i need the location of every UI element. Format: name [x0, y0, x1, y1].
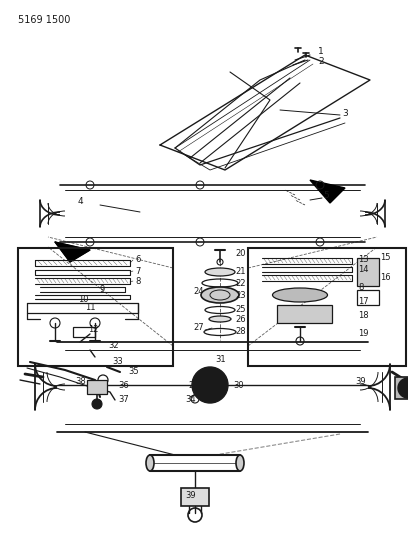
- Bar: [87, 380, 107, 394]
- Text: 11: 11: [85, 303, 95, 312]
- Text: 33: 33: [112, 357, 123, 366]
- Circle shape: [92, 399, 102, 409]
- Text: 23: 23: [235, 290, 246, 300]
- Text: 17: 17: [358, 297, 368, 306]
- Text: 3: 3: [342, 109, 348, 118]
- Text: 8: 8: [135, 277, 140, 286]
- Ellipse shape: [236, 455, 244, 471]
- Text: 32: 32: [108, 341, 119, 350]
- Bar: [357, 290, 379, 305]
- Text: 28: 28: [235, 327, 246, 336]
- Bar: [248, 248, 406, 366]
- Text: 34: 34: [185, 395, 195, 405]
- Text: 6: 6: [135, 255, 140, 264]
- Text: 19: 19: [358, 329, 368, 338]
- Text: 21: 21: [235, 268, 246, 277]
- Text: 22: 22: [235, 279, 246, 287]
- Ellipse shape: [209, 316, 231, 322]
- Circle shape: [398, 378, 408, 398]
- Text: 30: 30: [233, 381, 244, 390]
- Text: 18: 18: [358, 311, 368, 320]
- Text: 37: 37: [118, 395, 129, 405]
- Text: 8: 8: [358, 284, 364, 293]
- Text: 29: 29: [188, 381, 199, 390]
- Text: 5: 5: [323, 191, 329, 200]
- Text: 4: 4: [78, 198, 84, 206]
- Text: 25: 25: [235, 305, 246, 314]
- Text: 15: 15: [380, 254, 390, 262]
- Text: 27: 27: [193, 324, 204, 333]
- Text: 1: 1: [318, 47, 324, 56]
- Text: 36: 36: [118, 382, 129, 391]
- Text: 16: 16: [380, 273, 390, 282]
- Ellipse shape: [146, 455, 154, 471]
- Ellipse shape: [201, 287, 239, 303]
- Bar: [395, 377, 408, 399]
- Text: 9: 9: [100, 285, 105, 294]
- Text: 39: 39: [355, 377, 366, 386]
- Text: 10: 10: [78, 295, 89, 303]
- Ellipse shape: [205, 268, 235, 276]
- Polygon shape: [55, 242, 90, 262]
- Text: 12: 12: [88, 326, 98, 335]
- Text: 2: 2: [318, 58, 324, 67]
- Polygon shape: [310, 180, 345, 203]
- Bar: [73, 327, 95, 337]
- Text: 5169 1500: 5169 1500: [18, 15, 70, 25]
- Text: 26: 26: [235, 314, 246, 324]
- Text: 13: 13: [358, 255, 368, 264]
- Text: 31: 31: [215, 356, 226, 365]
- Text: 35: 35: [128, 367, 139, 376]
- Text: 14: 14: [358, 265, 368, 274]
- Bar: [18, 248, 173, 366]
- Bar: [357, 258, 379, 286]
- Text: 20: 20: [235, 248, 246, 257]
- Circle shape: [201, 376, 219, 394]
- Text: 39: 39: [185, 490, 195, 499]
- Ellipse shape: [273, 288, 328, 302]
- Circle shape: [192, 367, 228, 403]
- Bar: [277, 305, 332, 323]
- Text: 24: 24: [193, 287, 204, 295]
- Bar: [181, 488, 209, 506]
- Text: 38: 38: [75, 376, 86, 385]
- Text: 7: 7: [135, 266, 140, 276]
